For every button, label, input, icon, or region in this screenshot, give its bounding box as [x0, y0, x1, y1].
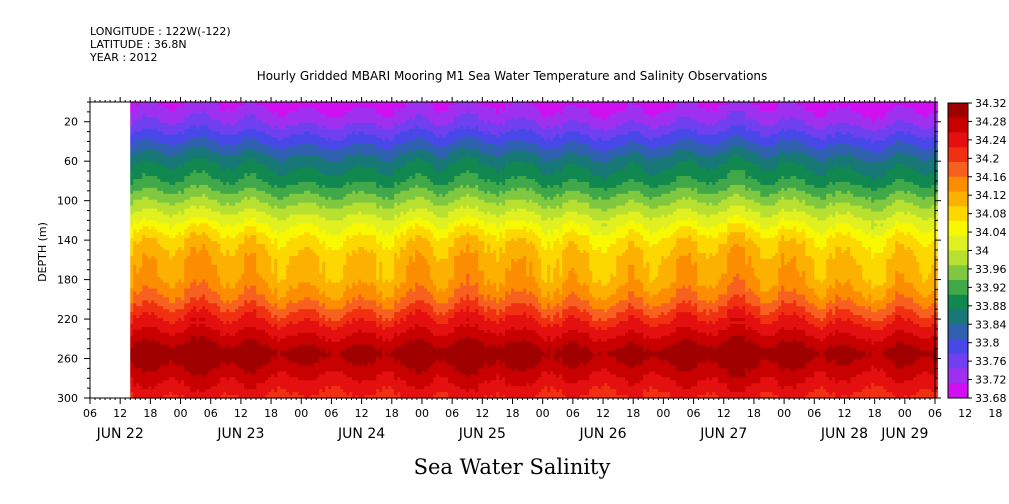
salinity-contour-chart: LONGITUDE : 122W(-122) LATITUDE : 36.8N …: [0, 0, 1009, 504]
salinity-field: [130, 102, 938, 399]
longitude-label: LONGITUDE : 122W(-122): [90, 25, 231, 38]
plot-area: [90, 102, 938, 399]
chart-title: Hourly Gridded MBARI Mooring M1 Sea Wate…: [257, 69, 768, 83]
latitude-label: LATITUDE : 36.8N: [90, 38, 187, 51]
header-info: LONGITUDE : 122W(-122) LATITUDE : 36.8N …: [89, 25, 231, 64]
year-label: YEAR : 2012: [89, 51, 158, 64]
